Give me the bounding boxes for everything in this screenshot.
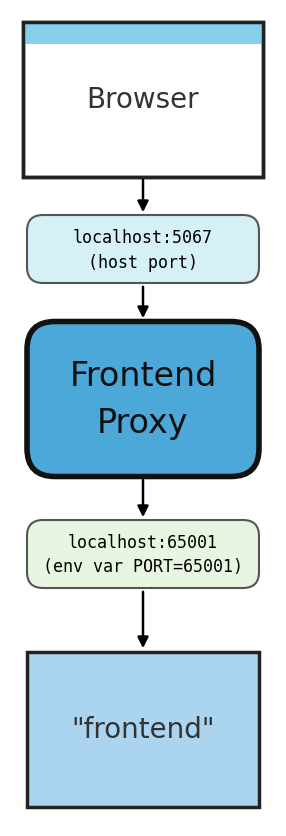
FancyBboxPatch shape xyxy=(27,216,259,283)
Text: localhost:65001
(env var PORT=65001): localhost:65001 (env var PORT=65001) xyxy=(43,533,243,576)
Text: "frontend": "frontend" xyxy=(71,715,215,743)
FancyBboxPatch shape xyxy=(27,520,259,589)
Bar xyxy=(27,652,259,807)
Text: localhost:5067
(host port): localhost:5067 (host port) xyxy=(73,228,213,271)
Bar xyxy=(23,23,263,44)
Text: Browser: Browser xyxy=(87,86,199,114)
Bar xyxy=(23,23,263,177)
FancyBboxPatch shape xyxy=(27,322,259,477)
Text: Frontend
Proxy: Frontend Proxy xyxy=(69,360,217,439)
Bar xyxy=(23,23,263,177)
